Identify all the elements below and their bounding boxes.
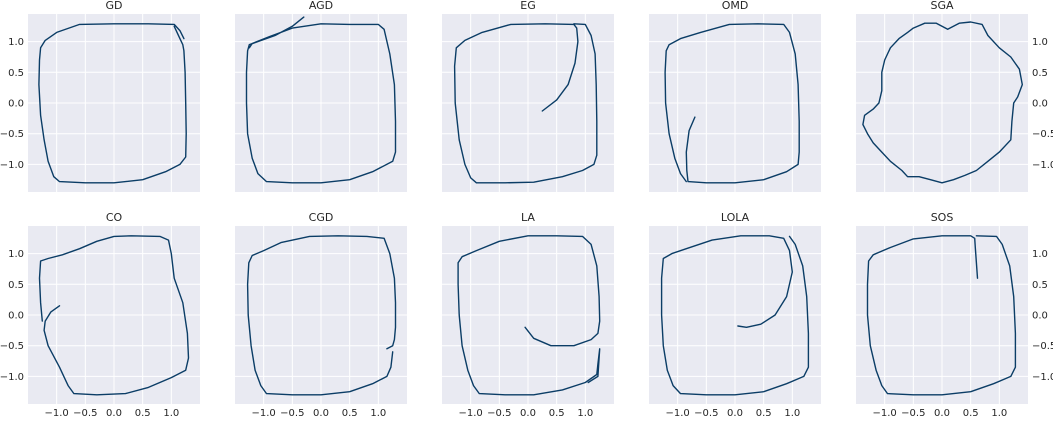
x-tick-label: 1.0 [991,408,1007,419]
subplot-title: CO [106,211,123,224]
y-tick-label-right: 0.5 [1032,280,1048,291]
y-tick-label-right: −1.0 [1032,372,1053,383]
subplot-title: LA [521,211,535,224]
x-tick-label: −1.0 [666,408,690,419]
trajectory-line [862,21,1023,184]
gridlines [442,14,614,192]
gridlines [856,14,1028,192]
x-tick-label: 0.5 [342,408,358,419]
gridlines [856,226,1028,404]
x-tick-label: −1.0 [873,408,897,419]
subplot-title: AGD [309,0,333,12]
y-tick-label: −0.5 [0,129,24,140]
trajectory-line [38,23,187,184]
y-tick-label: −0.5 [0,341,24,352]
x-tick-label: −1.0 [252,408,276,419]
subplot-title: OMD [722,0,749,12]
y-tick-label: −1.0 [0,160,24,171]
x-tick-label: 1.0 [784,408,800,419]
subplot-omd: OMD [649,0,821,192]
y-tick-label-right: 1.0 [1032,249,1048,260]
subplot-lola: LOLA −1.0 −0.5 0.0 0.5 1.0 [649,211,821,419]
y-tick-label: 1.0 [8,37,24,48]
x-tick-label: 0.5 [135,408,151,419]
x-tick-label: −1.0 [45,408,69,419]
y-tick-label: 1.0 [8,249,24,260]
subplot-title: SGA [930,0,954,12]
x-tick-label: 0.0 [934,408,950,419]
gridlines [649,226,821,404]
subplot-la: LA −1.0 −0.5 0.0 0.5 1.0 [442,211,614,419]
y-tick-label: 0.5 [8,68,24,79]
x-tick-label: −1.0 [459,408,483,419]
subplot-sga: SGA 1.0 0.5 0.0 −0.5 −1.0 [856,0,1053,192]
y-tick-label-right: 1.0 [1032,37,1048,48]
subplot-title: CGD [309,211,334,224]
x-tick-label: −0.5 [901,408,925,419]
subplot-title: SOS [931,211,954,224]
x-tick-label: −0.5 [694,408,718,419]
trajectory-line [453,23,598,184]
x-tick-label: −0.5 [487,408,511,419]
subplot-agd: AGD [235,0,407,192]
y-tick-label-right: 0.0 [1032,311,1048,322]
subplot-sos: SOS 1.0 0.5 0.0 −0.5 −1.0 −1.0 −0.5 0.0 0.5 1.0 [856,211,1053,419]
subplot-gd: GD 1.0 0.5 0.0 −0.5 −1.0 [0,0,200,192]
x-tick-label: 1.0 [370,408,386,419]
trajectory-line [664,23,800,184]
gridlines [28,14,200,192]
subplot-title: GD [106,0,123,12]
subplot-cgd: CGD −1.0 −0.5 0.0 0.5 1.0 [235,211,407,419]
trajectory-line [38,235,190,396]
y-tick-label-right: 0.0 [1032,99,1048,110]
subplot-eg: EG [442,0,614,192]
x-tick-label: 0.0 [106,408,122,419]
y-tick-label-right: −1.0 [1032,160,1053,171]
subplot-title: EG [520,0,535,12]
y-tick-label: 0.0 [8,311,24,322]
subplot-co: CO 1.0 0.5 0.0 −0.5 −1.0 −1.0 −0.5 0.0 0.5 1.0 [0,211,200,419]
x-tick-label: 0.5 [963,408,979,419]
y-tick-label: −1.0 [0,372,24,383]
gridlines [235,14,407,192]
x-tick-label: 1.0 [163,408,179,419]
gridlines [649,14,821,192]
trajectory-line [245,16,397,184]
trajectory-line [457,235,601,396]
subplot-title: LOLA [721,211,750,224]
x-tick-label: 0.0 [313,408,329,419]
trajectory-line [866,235,1017,396]
y-tick-label-right: −0.5 [1032,129,1053,140]
trajectory-line [246,235,397,396]
x-tick-label: 0.0 [520,408,536,419]
x-tick-label: 1.0 [577,408,593,419]
gridlines [442,226,614,404]
x-tick-label: −0.5 [280,408,304,419]
x-tick-label: 0.5 [549,408,565,419]
y-tick-label: 0.5 [8,280,24,291]
trajectory-line [660,235,810,396]
y-tick-label-right: −0.5 [1032,341,1053,352]
gridlines [235,226,407,404]
x-tick-label: 0.0 [727,408,743,419]
y-tick-label-right: 0.5 [1032,68,1048,79]
x-tick-label: 0.5 [756,408,772,419]
y-tick-label: 0.0 [8,99,24,110]
x-tick-label: −0.5 [73,408,97,419]
